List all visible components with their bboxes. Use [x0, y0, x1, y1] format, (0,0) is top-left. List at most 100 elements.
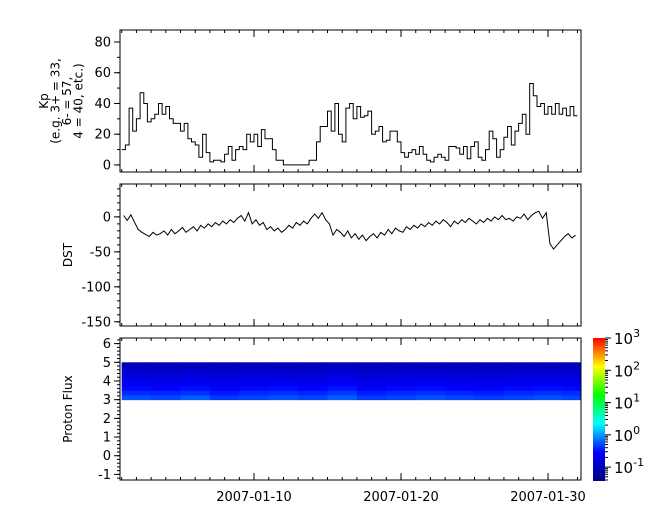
heatmap-cell	[445, 390, 476, 396]
x-tick-label: 2007-01-20	[363, 490, 439, 505]
heatmap-cell	[327, 380, 358, 387]
heatmap-cell	[121, 366, 152, 373]
heatmap-cell	[503, 390, 534, 396]
heatmap-cell	[562, 371, 581, 377]
heatmap-cell	[209, 390, 240, 396]
heatmap-cell	[298, 394, 329, 401]
heatmap-cell	[445, 394, 476, 401]
heatmap-cell	[445, 385, 476, 391]
heatmap-cell	[298, 385, 329, 391]
heatmap-cell	[415, 385, 446, 391]
heatmap-cell	[533, 366, 564, 373]
y-axis-label: Kp	[37, 93, 51, 109]
heatmap-cell	[474, 394, 505, 401]
heatmap-cell	[562, 385, 581, 391]
plot-frame	[119, 29, 582, 173]
heatmap-cell	[386, 385, 417, 391]
heatmap-cell	[239, 366, 270, 373]
heatmap-cell	[474, 380, 505, 387]
heatmap-cell	[356, 362, 387, 368]
heatmap-cell	[327, 390, 358, 396]
colorbar	[593, 338, 605, 481]
y-tick-label: 80	[94, 35, 111, 50]
heatmap-cell	[474, 376, 505, 382]
heatmap-cell	[356, 380, 387, 387]
heatmap-cell	[151, 366, 182, 373]
heatmap-cell	[121, 394, 152, 401]
heatmap-cell	[386, 376, 417, 382]
x-tick-label: 2007-01-10	[216, 490, 292, 505]
heatmap-cell	[239, 371, 270, 377]
heatmap-cell	[356, 366, 387, 373]
heatmap-cell	[268, 394, 299, 401]
heatmap-cell	[386, 366, 417, 373]
heatmap-cell	[209, 366, 240, 373]
heatmap-cell	[356, 394, 387, 401]
heatmap-cell	[533, 394, 564, 401]
heatmap-cell	[503, 366, 534, 373]
y-axis-label: 6- = 57,	[60, 77, 74, 126]
heatmap-cell	[121, 385, 152, 391]
heatmap-cell	[268, 366, 299, 373]
series-line	[121, 83, 578, 166]
colorbar-tick-label: 101	[614, 392, 640, 413]
heatmap-cell	[121, 380, 152, 387]
heatmap-cell	[209, 380, 240, 387]
heatmap-cell	[239, 376, 270, 382]
heatmap-cell	[503, 394, 534, 401]
heatmap-cell	[386, 362, 417, 368]
heatmap-cell	[151, 376, 182, 382]
y-tick-label: 0	[103, 210, 111, 225]
heatmap-cell	[268, 385, 299, 391]
heatmap-cell	[356, 376, 387, 382]
heatmap-cell	[180, 380, 211, 387]
heatmap-cell	[562, 394, 581, 401]
heatmap-cell	[533, 376, 564, 382]
y-tick-label: 5	[103, 356, 111, 371]
heatmap-cell	[209, 362, 240, 368]
heatmap-cell	[562, 366, 581, 373]
heatmap-cell	[151, 371, 182, 377]
heatmap-cell	[356, 390, 387, 396]
heatmap-cell	[298, 380, 329, 387]
y-tick-label: 60	[94, 66, 111, 81]
heatmap-cell	[151, 385, 182, 391]
heatmap-cell	[121, 362, 152, 368]
panel-2: -1 0 1 2 3 4 5 6 Proton Flux 2007-01-10 2007-01-20…	[61, 337, 586, 505]
heatmap-cell	[327, 366, 358, 373]
heatmap-cell	[209, 376, 240, 382]
heatmap-cell	[386, 371, 417, 377]
heatmap-cell	[415, 376, 446, 382]
y-tick-label: 3	[103, 393, 111, 408]
heatmap-cell	[445, 371, 476, 377]
heatmap-cell	[180, 366, 211, 373]
heatmap-cell	[474, 366, 505, 373]
heatmap-cell	[180, 385, 211, 391]
y-tick-label: 0	[103, 158, 111, 173]
heatmap-cell	[415, 380, 446, 387]
heatmap-cell	[474, 362, 505, 368]
x-tick-label: 2007-01-30	[510, 490, 586, 505]
y-axis-label: DST	[61, 242, 75, 267]
heatmap-cell	[533, 371, 564, 377]
heatmap-cell	[121, 376, 152, 382]
heatmap-cell	[562, 380, 581, 387]
heatmap-cell	[415, 362, 446, 368]
heatmap-cell	[533, 362, 564, 368]
heatmap-cell	[415, 371, 446, 377]
heatmap-cell	[239, 362, 270, 368]
heatmap-cell	[386, 394, 417, 401]
heatmap-cell	[533, 380, 564, 387]
heatmap-cell	[533, 385, 564, 391]
colorbar-tick-label: 103	[614, 327, 640, 348]
y-tick-label: -1	[98, 468, 111, 483]
heatmap-cell	[180, 371, 211, 377]
panel-1: 0 -50 -100 -150 DST	[61, 183, 582, 330]
heatmap-cell	[327, 362, 358, 368]
heatmap-cell	[121, 371, 152, 377]
heatmap-cell	[121, 390, 152, 396]
y-tick-label: -50	[90, 245, 111, 260]
heatmap-cell	[327, 376, 358, 382]
y-tick-label: 6	[103, 337, 111, 352]
heatmap-cell	[239, 385, 270, 391]
